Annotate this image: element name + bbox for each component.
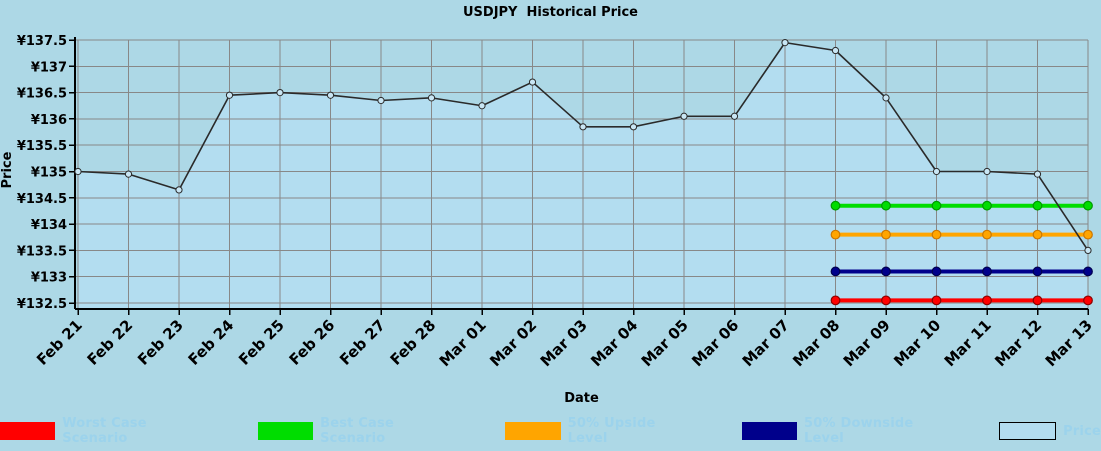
price-marker — [680, 112, 688, 120]
y-tick-label: ¥135 — [31, 166, 67, 181]
price-marker — [225, 91, 234, 99]
x-tick-label: Feb 24 — [185, 316, 238, 369]
x-tick-label: Feb 28 — [387, 316, 440, 369]
scenario-marker-50-downside-level — [931, 266, 942, 277]
x-tick-label: Feb 25 — [235, 316, 288, 369]
x-tick-label: Feb 23 — [134, 316, 187, 369]
price-marker — [1084, 246, 1092, 254]
y-tick-label: ¥134 — [31, 218, 67, 233]
legend-swatch-worst-case-scenario — [0, 422, 56, 440]
price-marker — [932, 167, 941, 176]
legend-swatch-best-case-scenario — [257, 422, 314, 440]
price-marker — [983, 167, 991, 176]
scenario-marker-best-case-scenario — [982, 200, 992, 211]
x-tick-label: Mar 09 — [840, 316, 894, 370]
price-marker — [629, 123, 638, 131]
scenario-marker-worst-case-scenario — [1083, 295, 1093, 306]
scenario-marker-50-downside-level — [1032, 266, 1043, 277]
scenario-marker-best-case-scenario — [830, 200, 841, 211]
legend-item-50-upside-level: 50% Upside Level — [505, 416, 695, 446]
price-marker — [1033, 170, 1042, 178]
x-tick-label: Feb 26 — [286, 316, 339, 369]
price-marker — [326, 91, 335, 99]
scenario-marker-worst-case-scenario — [1032, 295, 1043, 306]
legend-swatch-50-downside-level — [741, 422, 798, 440]
price-marker — [528, 78, 537, 86]
price-marker — [579, 123, 587, 131]
legend-item-best-case-scenario: Best Case Scenario — [257, 416, 460, 446]
scenario-marker-50-upside-level — [982, 229, 992, 240]
legend-item-price: Price — [999, 422, 1101, 440]
x-tick-label: Mar 04 — [587, 316, 641, 370]
scenario-marker-worst-case-scenario — [931, 295, 942, 306]
y-tick-label: ¥135.5 — [17, 139, 67, 154]
y-axis-title: Price — [0, 151, 15, 189]
scenario-marker-50-downside-level — [881, 266, 891, 277]
y-tick-label: ¥132.5 — [17, 297, 67, 312]
legend-label-50-upside-level: 50% Upside Level — [567, 416, 656, 446]
price-marker — [427, 94, 436, 102]
x-tick-label: Mar 02 — [486, 316, 540, 370]
scenario-marker-50-upside-level — [881, 229, 891, 240]
y-tick-label: ¥134.5 — [17, 192, 67, 207]
legend-label-worst-case-scenario: Worst Case Scenario — [62, 416, 147, 446]
chart-title: USDJPY Historical Price — [462, 5, 638, 20]
scenario-marker-best-case-scenario — [1032, 200, 1043, 211]
legend-label-price: Price — [1063, 423, 1101, 439]
scenario-marker-best-case-scenario — [881, 200, 891, 211]
price-marker — [882, 94, 890, 102]
price-marker — [377, 96, 385, 105]
x-tick-label: Mar 08 — [789, 316, 843, 370]
x-tick-label: Mar 06 — [688, 316, 742, 370]
price-marker — [730, 112, 739, 120]
scenario-marker-worst-case-scenario — [982, 295, 992, 306]
y-tick-label: ¥136.5 — [17, 87, 67, 102]
x-tick-label: Mar 03 — [537, 316, 591, 370]
x-tick-label: Mar 12 — [991, 316, 1045, 370]
price-marker — [74, 167, 82, 176]
x-tick-label: Mar 11 — [941, 316, 995, 370]
price-marker — [124, 170, 133, 178]
scenario-marker-50-downside-level — [1083, 266, 1093, 277]
y-tick-label: ¥136 — [31, 113, 67, 128]
scenario-marker-50-upside-level — [1032, 229, 1043, 240]
legend-label-50-downside-level: 50% Downside Level — [804, 416, 914, 446]
scenario-marker-best-case-scenario — [1083, 200, 1093, 211]
x-tick-label: Mar 05 — [638, 316, 692, 370]
price-marker — [276, 89, 284, 97]
scenario-marker-worst-case-scenario — [881, 295, 891, 306]
price-marker — [478, 102, 486, 110]
legend: Worst Case Scenario Best Case Scenario 50%… — [0, 416, 1101, 446]
x-tick-label: Mar 10 — [890, 316, 944, 370]
scenario-marker-50-upside-level — [830, 229, 841, 240]
x-tick-label: Mar 13 — [1042, 316, 1096, 370]
scenario-marker-50-downside-level — [982, 266, 992, 277]
legend-label-best-case-scenario: Best Case Scenario — [320, 416, 394, 446]
x-axis-title: Date — [564, 391, 599, 406]
price-marker — [831, 46, 840, 55]
y-tick-label: ¥133 — [31, 271, 67, 286]
x-tick-label: Feb 27 — [336, 316, 389, 369]
x-tick-label: Mar 07 — [739, 316, 793, 370]
legend-item-50-downside-level: 50% Downside Level — [741, 416, 953, 446]
y-tick-label: ¥133.5 — [17, 244, 67, 259]
y-tick-label: ¥137.5 — [17, 34, 67, 49]
legend-swatch-50-upside-level — [505, 422, 561, 440]
y-tick-label: ¥137 — [31, 60, 67, 75]
price-marker — [781, 39, 789, 47]
x-tick-label: Feb 22 — [84, 316, 137, 369]
x-tick-label: Feb 21 — [33, 316, 86, 369]
scenario-marker-50-upside-level — [1083, 229, 1093, 240]
scenario-marker-50-upside-level — [931, 229, 942, 240]
price-marker — [175, 186, 183, 194]
legend-item-worst-case-scenario: Worst Case Scenario — [0, 416, 212, 446]
scenario-marker-best-case-scenario — [931, 200, 942, 211]
scenario-marker-50-downside-level — [830, 266, 841, 277]
scenario-marker-worst-case-scenario — [830, 295, 841, 306]
x-tick-label: Mar 01 — [436, 316, 490, 370]
legend-swatch-price — [999, 422, 1057, 440]
